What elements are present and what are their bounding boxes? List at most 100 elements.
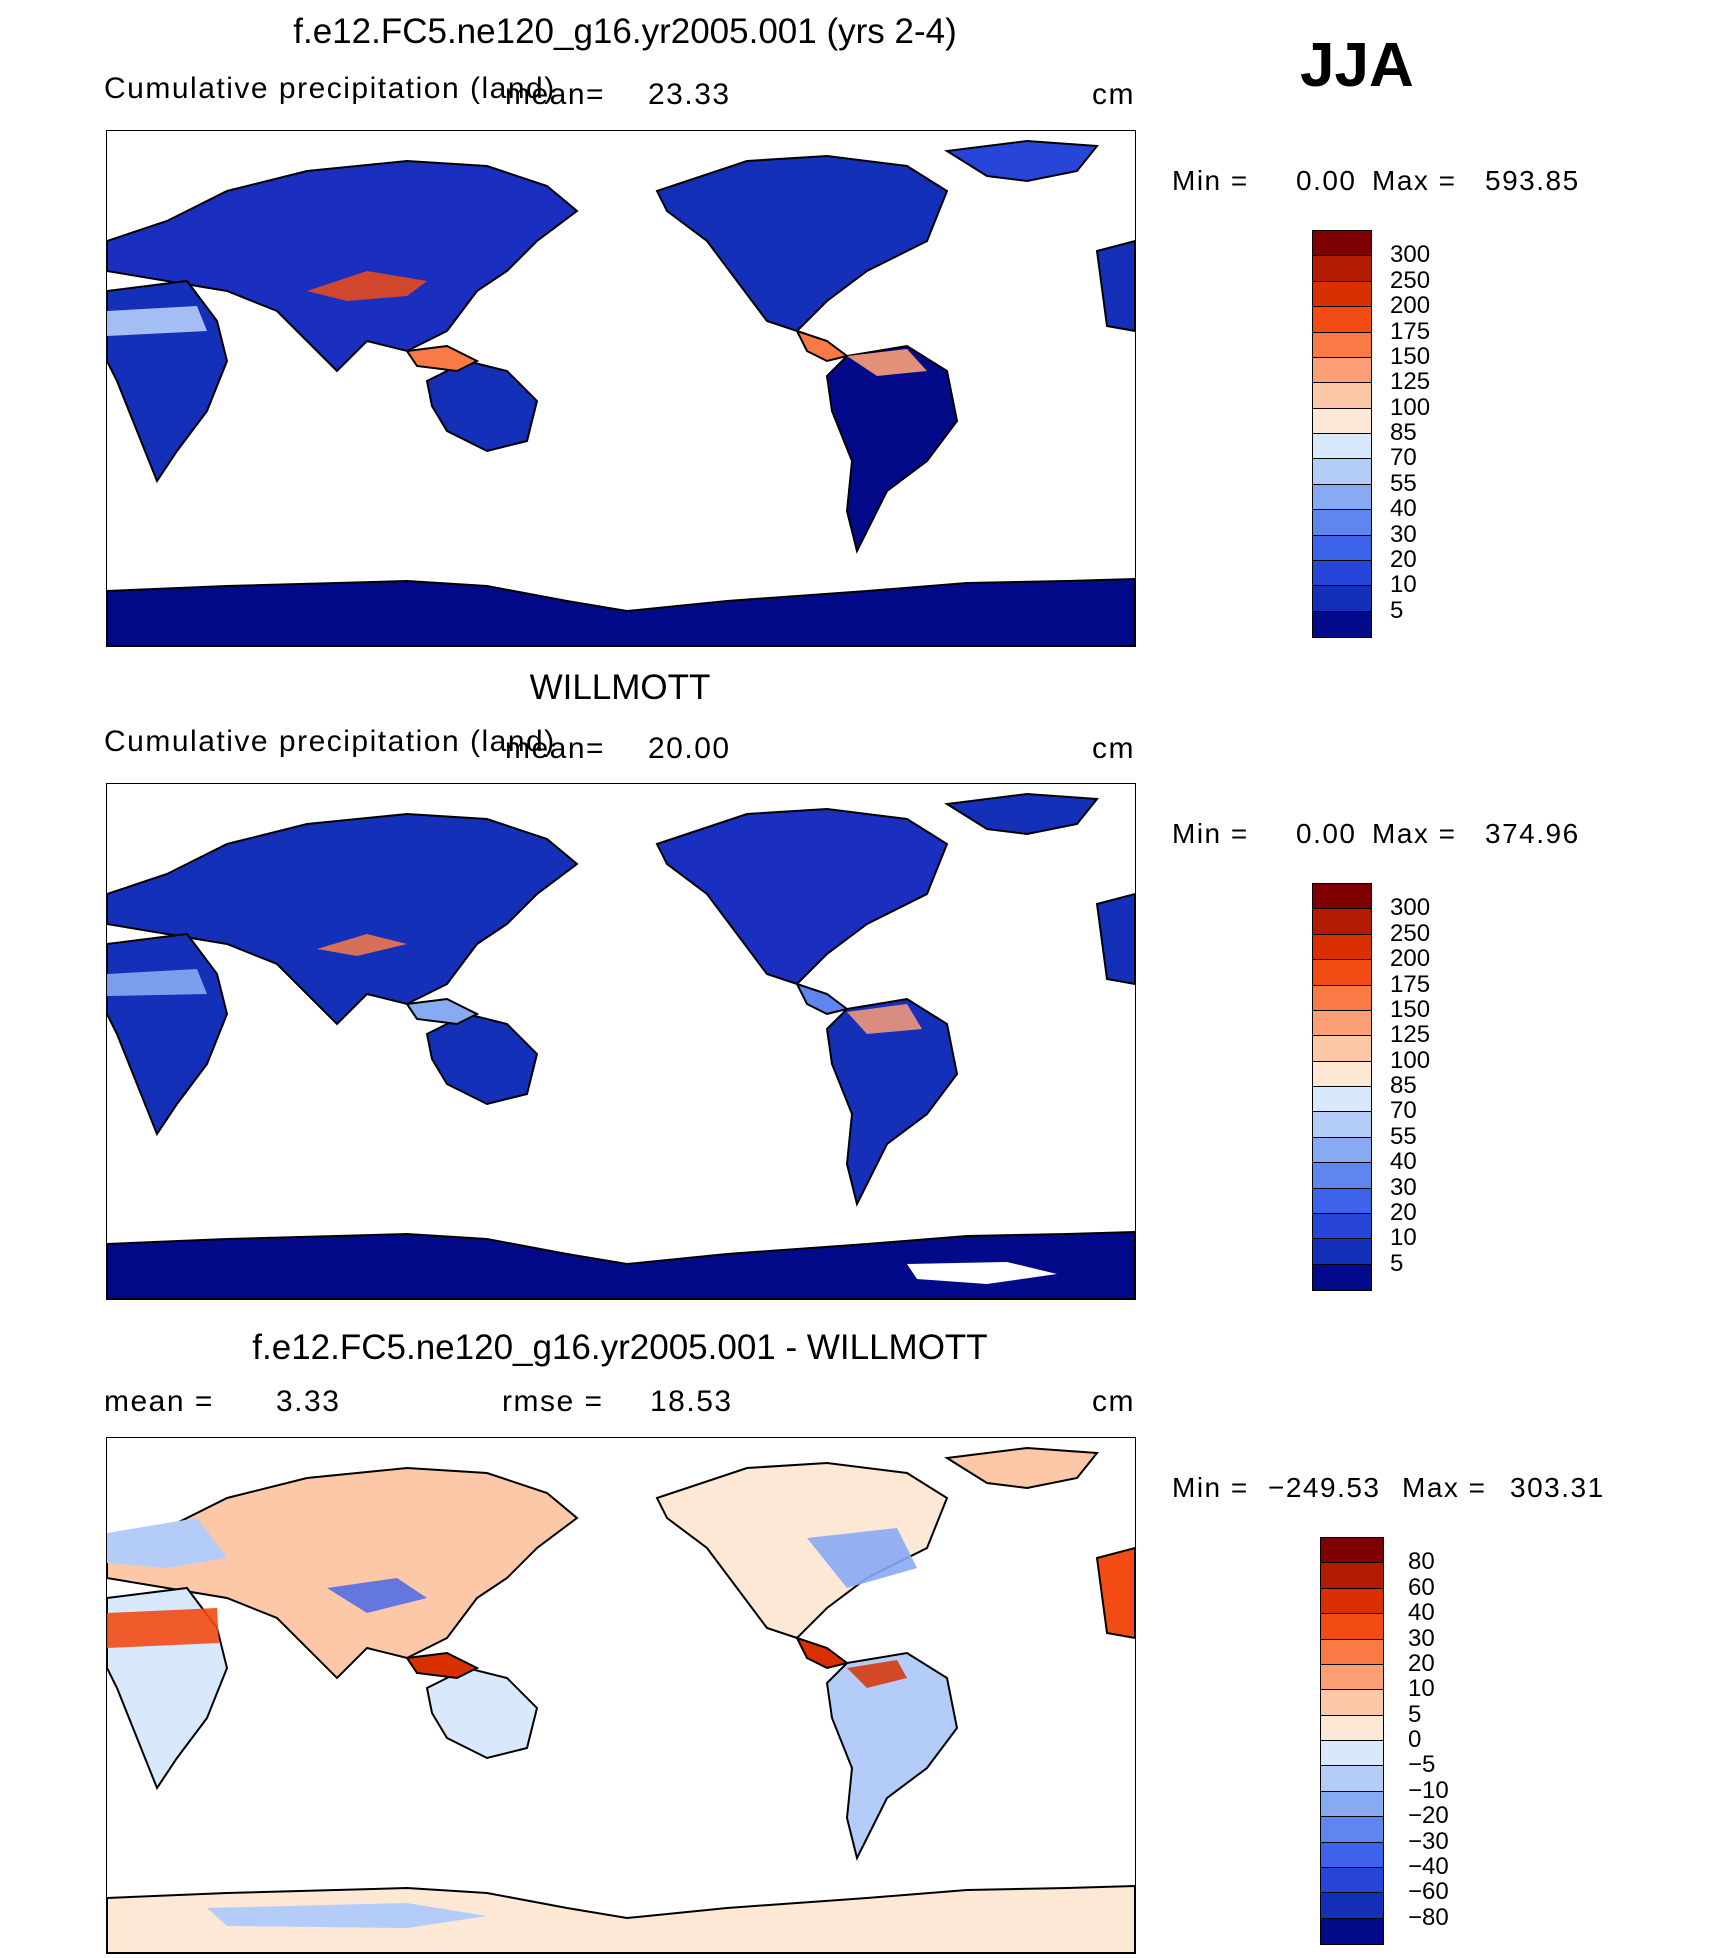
colorbar-swatch	[1313, 1137, 1371, 1164]
panel-1-units: cm	[1092, 78, 1135, 111]
panel-2-min-value: 0.00	[1296, 818, 1357, 849]
colorbar-swatch	[1321, 1766, 1383, 1792]
colorbar-tick-label: 55	[1390, 469, 1417, 497]
colorbar-swatch	[1321, 1918, 1383, 1944]
europe-right-edge	[1095, 1546, 1135, 1640]
colorbar-tick-label: 300	[1390, 241, 1431, 269]
antarctica	[107, 577, 1135, 646]
colorbar-tick-label: −80	[1408, 1903, 1449, 1931]
europe-right-edge	[1095, 892, 1135, 986]
south-america	[825, 997, 959, 1207]
colorbar-swatch	[1321, 1741, 1383, 1767]
colorbar-swatch	[1321, 1563, 1383, 1589]
colorbar-tick-label: 20	[1390, 1198, 1417, 1226]
colorbar-swatch	[1313, 1213, 1371, 1240]
panel-3-rmse-label: rmse =	[502, 1385, 604, 1418]
panel-1-min-label: Min =	[1172, 165, 1249, 196]
colorbar-tick-label: 100	[1390, 393, 1431, 421]
colorbar-tick-label: 150	[1390, 995, 1431, 1023]
colorbar-swatch	[1313, 611, 1371, 637]
panel-3-mean-value: 3.33	[276, 1385, 341, 1418]
colorbar-swatch	[1313, 383, 1371, 409]
tibet-negative	[327, 1578, 427, 1613]
antarctica	[107, 1884, 1135, 1953]
colorbar-tick-label: 80	[1408, 1548, 1435, 1576]
sahel-band	[107, 306, 207, 336]
colorbar-swatch	[1321, 1715, 1383, 1741]
colorbar-tick-label: 10	[1408, 1675, 1435, 1703]
colorbar-tick-label: 60	[1408, 1573, 1435, 1601]
colorbar-tick-label: 150	[1390, 342, 1431, 370]
panel-1-title: f.e12.FC5.ne120_g16.yr2005.001 (yrs 2-4)	[293, 12, 957, 51]
panel-2-map	[106, 783, 1136, 1300]
na-negative	[807, 1528, 917, 1588]
europe-right-edge	[1095, 239, 1135, 333]
panel-3-map-svg	[107, 1446, 1135, 1953]
colorbar-swatch	[1313, 484, 1371, 511]
panel-1-max-value: 593.85	[1485, 165, 1580, 196]
colorbar-swatch	[1313, 332, 1371, 358]
colorbar-swatch	[1321, 1538, 1383, 1564]
amazon-north-band	[847, 1004, 922, 1034]
colorbar-tick-label: 250	[1390, 919, 1431, 947]
eurasia	[107, 159, 579, 373]
north-america	[655, 154, 949, 333]
colorbar-swatch	[1313, 1061, 1371, 1087]
colorbar-swatch	[1313, 909, 1371, 935]
colorbar-tick-label: 10	[1390, 1224, 1417, 1252]
panel-1-max-label: Max =	[1372, 165, 1457, 196]
panel-2-max-value: 374.96	[1485, 818, 1580, 849]
colorbar-swatch	[1313, 434, 1371, 460]
maritime-continent	[405, 1651, 480, 1680]
himalaya-band	[307, 271, 427, 301]
panel-2-min-label: Min =	[1172, 818, 1249, 849]
colorbar-tick-label: 40	[1390, 495, 1417, 523]
colorbar-swatch	[1321, 1791, 1383, 1818]
central-america	[795, 329, 850, 363]
panel-1-variable-label: Cumulative precipitation (land)	[104, 72, 556, 105]
colorbar-tick-label: 200	[1390, 292, 1431, 320]
central-america	[795, 1636, 850, 1670]
colorbar-tick-label: 175	[1390, 317, 1431, 345]
maritime-continent	[405, 997, 480, 1026]
colorbar-swatch	[1313, 535, 1371, 561]
colorbar-tick-label: −5	[1408, 1751, 1436, 1779]
panel-1-map-svg	[107, 139, 1135, 646]
greenland	[944, 792, 1099, 836]
colorbar-swatch	[1313, 1036, 1371, 1062]
colorbar-tick-label: 0	[1408, 1726, 1422, 1753]
colorbar-tick-label: −10	[1408, 1776, 1449, 1804]
panel-2-colorbar	[1312, 883, 1372, 1291]
panel-2-max-label: Max =	[1372, 818, 1457, 849]
panel-3-colorbar	[1320, 1537, 1384, 1945]
colorbar-tick-label: 250	[1390, 266, 1431, 294]
panel-3-title: f.e12.FC5.ne120_g16.yr2005.001 - WILLMOT…	[252, 1328, 988, 1367]
amazon-north-band	[847, 349, 927, 376]
colorbar-tick-label: 300	[1390, 894, 1431, 922]
colorbar-swatch	[1313, 357, 1371, 384]
colorbar-tick-label: 125	[1390, 368, 1431, 396]
maritime-continent	[405, 344, 480, 373]
panel-3-units: cm	[1092, 1385, 1135, 1418]
colorbar-swatch	[1313, 884, 1371, 910]
panel-1-min-value: 0.00	[1296, 165, 1357, 196]
colorbar-swatch	[1313, 256, 1371, 282]
north-america	[655, 1461, 949, 1640]
colorbar-swatch	[1321, 1893, 1383, 1919]
colorbar-swatch	[1313, 459, 1371, 485]
colorbar-swatch	[1313, 560, 1371, 587]
eurasia	[107, 812, 579, 1026]
colorbar-tick-label: −30	[1408, 1827, 1449, 1855]
colorbar-tick-label: −20	[1408, 1802, 1449, 1830]
colorbar-tick-label: −40	[1408, 1852, 1449, 1880]
colorbar-tick-label: 30	[1390, 1173, 1417, 1201]
colorbar-tick-label: 200	[1390, 945, 1431, 973]
panel-1-map	[106, 130, 1136, 647]
greenland	[944, 139, 1099, 183]
antarctica-gap	[907, 1262, 1057, 1284]
colorbar-tick-label: 5	[1408, 1700, 1422, 1728]
colorbar-tick-label: 125	[1390, 1021, 1431, 1049]
colorbar-swatch	[1321, 1867, 1383, 1894]
colorbar-tick-label: 10	[1390, 571, 1417, 599]
colorbar-swatch	[1321, 1664, 1383, 1691]
